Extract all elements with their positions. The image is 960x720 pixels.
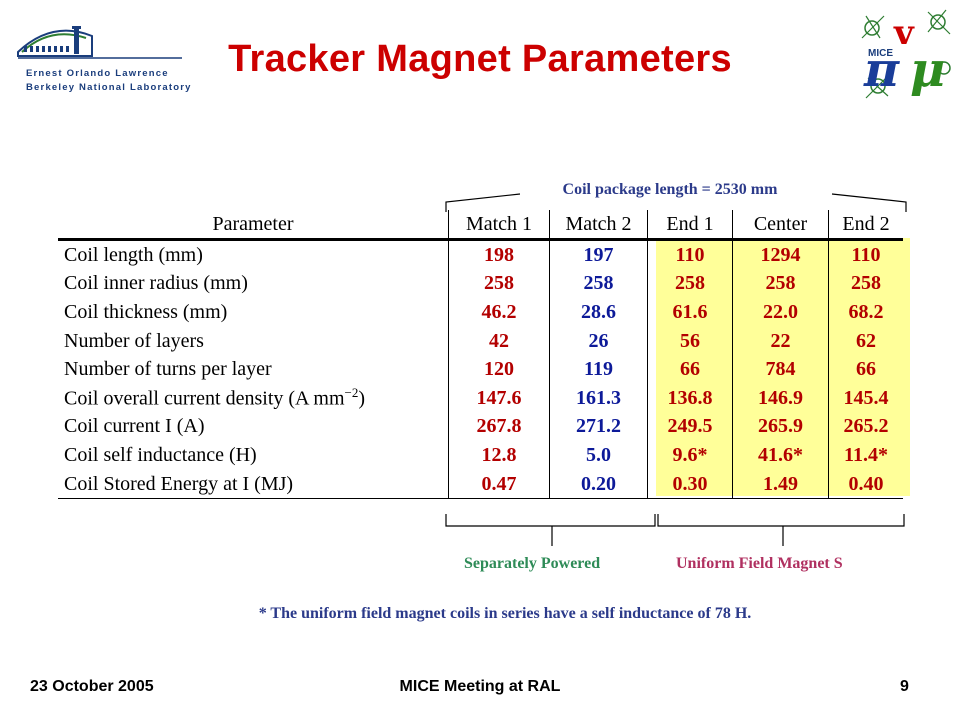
row-label: Coil Stored Energy at I (MJ) [58, 469, 449, 500]
cell-center: 784 [732, 355, 829, 384]
header-parameter: Parameter [58, 210, 449, 241]
cell-end1: 0.30 [647, 469, 733, 500]
cell-match2: 161.3 [549, 383, 648, 413]
table-row: Coil inner radius (mm) 258 258 258 258 258 [58, 269, 903, 299]
row-label: Coil inner radius (mm) [64, 272, 248, 295]
header-match2: Match 2 [549, 210, 648, 241]
row-label: Coil length (mm) [64, 243, 203, 266]
header-end2: End 2 [828, 210, 903, 241]
cell-end1: 61.6 [647, 298, 733, 327]
cell-end2: 258 [828, 269, 903, 299]
row-label: Coil thickness (mm) [64, 300, 228, 323]
svg-text:π: π [863, 42, 900, 98]
table-row: Coil overall current density (A mm−2) 147… [58, 383, 903, 413]
cell-match1: 267.8 [448, 412, 550, 442]
cell-match2: 0.20 [549, 469, 648, 500]
table-row: Coil Stored Energy at I (MJ) 0.47 0.20 0.30… [58, 469, 903, 500]
cell-match2: 258 [549, 269, 648, 299]
cell-end2: 265.2 [828, 412, 903, 442]
row-label: Coil overall current density (A mm−2) [64, 385, 366, 411]
cell-end1: 110 [647, 239, 733, 270]
cell-end2: 11.4* [828, 441, 903, 470]
cell-match1: 120 [448, 355, 550, 384]
cell-end2: 145.4 [828, 383, 903, 413]
cell-end1: 136.8 [647, 383, 733, 413]
lbnl-name-line2: Berkeley National Laboratory [26, 82, 192, 93]
cell-match2: 5.0 [549, 441, 648, 470]
cell-match1: 0.47 [448, 469, 550, 500]
cell-center: 22 [732, 326, 829, 356]
mice-pi-mu-nu-icon: v π μ [861, 9, 951, 99]
cell-match2: 271.2 [549, 412, 648, 442]
svg-text:μ: μ [910, 42, 945, 98]
cell-match2: 26 [549, 326, 648, 356]
cell-center: 258 [732, 269, 829, 299]
table-row: Coil thickness (mm) 46.2 28.6 61.6 22.0 68.2 [58, 298, 903, 327]
cell-end1: 66 [647, 355, 733, 384]
lbnl-logo: Ernest Orlando Lawrence Berkeley Nationa… [12, 12, 190, 96]
cell-match2: 197 [549, 239, 648, 270]
mice-logo-text: MICE [868, 48, 893, 59]
cell-end2: 68.2 [828, 298, 903, 327]
cell-match1: 258 [448, 269, 550, 299]
cell-end1: 56 [647, 326, 733, 356]
uniform-field-label: Uniform Field Magnet S [676, 555, 843, 572]
cell-match1: 46.2 [448, 298, 550, 327]
page-title: Tracker Magnet Parameters [228, 38, 732, 80]
svg-text:v: v [893, 13, 915, 53]
cell-center: 1294 [732, 239, 829, 270]
cell-match1: 42 [448, 326, 550, 356]
row-label: Number of layers [64, 329, 204, 352]
lbnl-building-icon [17, 26, 182, 59]
table-header-row: Parameter Match 1 Match 2 End 1 Center E… [58, 210, 903, 241]
header-match1: Match 1 [448, 210, 550, 241]
inductance-footnote: * The uniform field magnet coils in seri… [258, 605, 752, 622]
table-row: Number of layers 42 26 56 22 62 [58, 326, 903, 356]
cell-end2: 62 [828, 326, 903, 356]
cell-match1: 12.8 [448, 441, 550, 470]
header-end1: End 1 [647, 210, 733, 241]
cell-end2: 110 [828, 239, 903, 270]
table-row: Coil self inductance (H) 12.8 5.0 9.6* 41.6*… [58, 441, 903, 470]
table-row: Coil current I (A) 267.8 271.2 249.5 265.9 26… [58, 412, 903, 442]
cell-match1: 198 [448, 239, 550, 270]
row-label: Coil self inductance (H) [64, 443, 257, 466]
table-row: Number of turns per layer 120 119 66 784 66 [58, 355, 903, 384]
cell-center: 265.9 [732, 412, 829, 442]
row-label: Number of turns per layer [64, 358, 272, 381]
mice-logo: v π μ MICE [858, 8, 956, 104]
cell-center: 22.0 [732, 298, 829, 327]
footer-meeting: MICE Meeting at RAL [399, 678, 561, 695]
cell-match2: 119 [549, 355, 648, 384]
cell-center: 41.6* [732, 441, 829, 470]
footer-date: 23 October 2005 [30, 678, 154, 695]
row-label: Coil current I (A) [64, 415, 205, 438]
separately-powered-label: Separately Powered [464, 555, 601, 572]
cell-end2: 0.40 [828, 469, 903, 500]
cell-match1: 147.6 [448, 383, 550, 413]
cell-center: 1.49 [732, 469, 829, 500]
coil-package-length-label: Coil package length = 2530 mm [562, 181, 778, 198]
lbnl-name-line1: Ernest Orlando Lawrence [26, 68, 169, 79]
footer-page-number: 9 [900, 678, 909, 695]
cell-end1: 9.6* [647, 441, 733, 470]
cell-center: 146.9 [732, 383, 829, 413]
parameter-table: Parameter Match 1 Match 2 End 1 Center E… [58, 210, 903, 500]
cell-end1: 249.5 [647, 412, 733, 442]
header-center: Center [732, 210, 829, 241]
cell-end1: 258 [647, 269, 733, 299]
cell-match2: 28.6 [549, 298, 648, 327]
table-row: Coil length (mm) 198 197 110 1294 110 [58, 239, 903, 270]
cell-end2: 66 [828, 355, 903, 384]
